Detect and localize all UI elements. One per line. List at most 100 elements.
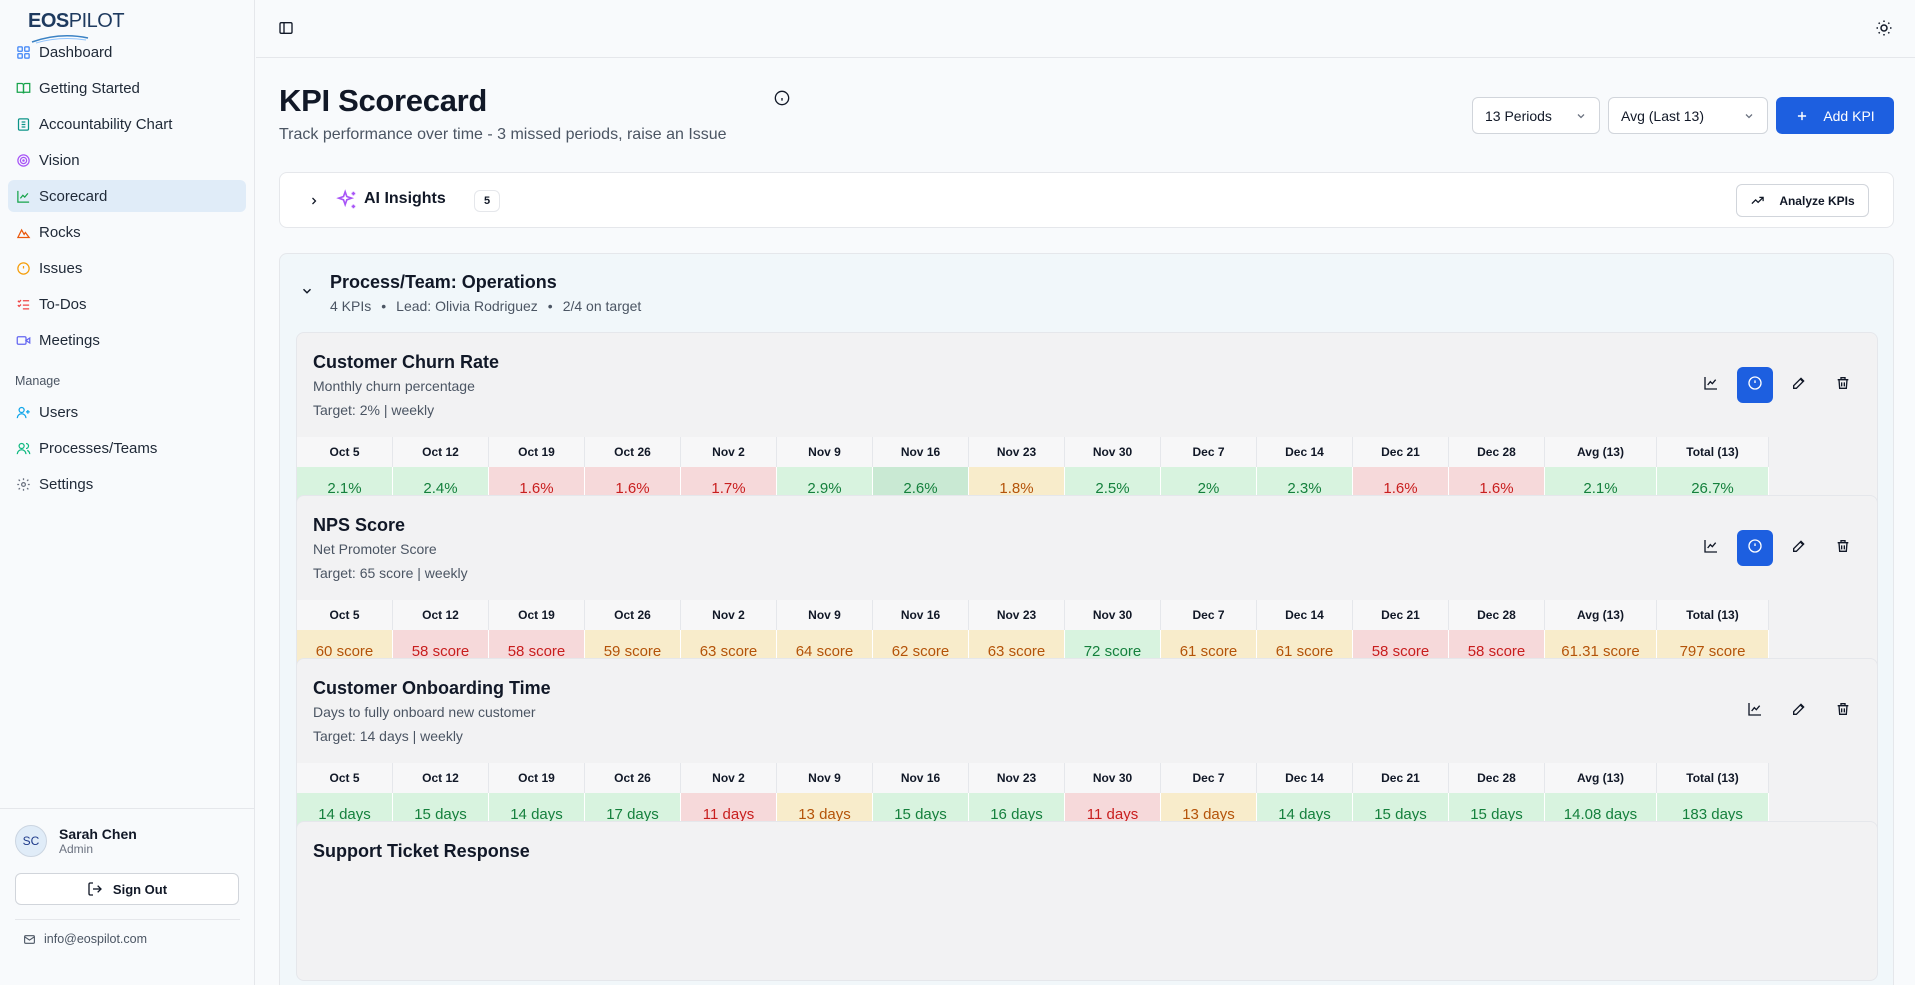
chart-button[interactable]: [1737, 693, 1773, 729]
sidebar-item-label: Dashboard: [39, 43, 113, 61]
sign-out-label: Sign Out: [112, 881, 168, 897]
kpi-name: NPS Score: [313, 515, 406, 535]
dashboard-icon: [15, 44, 31, 60]
sidebar-item-dashboard[interactable]: Dashboard: [8, 36, 246, 68]
period-header: Nov 2: [681, 437, 777, 467]
info-icon[interactable]: [774, 90, 790, 111]
sidebar-item-settings[interactable]: Settings: [8, 468, 246, 500]
raise-issue-button[interactable]: [1737, 367, 1773, 403]
chevron-down-icon[interactable]: [300, 284, 314, 303]
period-header: Nov 30: [1065, 763, 1161, 793]
org-chart-icon: [15, 116, 31, 132]
kpi-description: Days to fully onboard new customer: [313, 704, 536, 720]
kpi-target: Target: 14 days | weekly: [313, 728, 463, 744]
sidebar-item-label: To-Dos: [39, 295, 87, 313]
kpi-description: Net Promoter Score: [313, 541, 437, 557]
kpi-name: Support Ticket Response: [313, 841, 530, 861]
sign-out-icon: [88, 882, 102, 896]
chevron-right-icon[interactable]: [308, 194, 320, 212]
delete-button[interactable]: [1825, 530, 1861, 566]
avatar[interactable]: SC: [15, 825, 47, 857]
period-header: Nov 16: [873, 600, 969, 630]
chart-button[interactable]: [1693, 530, 1729, 566]
sidebar-item-label: Settings: [39, 475, 94, 493]
analyze-kpis-button[interactable]: Analyze KPIs: [1736, 184, 1869, 217]
kpi-description: Monthly churn percentage: [313, 378, 475, 394]
support-email[interactable]: info@eospilot.com: [15, 932, 240, 946]
period-header: Dec 14: [1257, 763, 1353, 793]
users-icon: [15, 440, 31, 456]
trending-up-icon: [1751, 196, 1765, 205]
sign-out-button[interactable]: Sign Out: [15, 873, 239, 905]
period-header: Dec 21: [1353, 763, 1449, 793]
kpi-card: NPS Score Net Promoter Score Target: 65 sc…: [296, 495, 1878, 677]
delete-button[interactable]: [1825, 367, 1861, 403]
checklist-icon: [15, 296, 31, 312]
team-meta: 4 KPIs • Lead: Olivia Rodriguez • 2/4 on tar…: [330, 298, 642, 314]
chevron-down-icon: [1745, 113, 1753, 118]
sidebar-nav: Dashboard Getting Started Accountability C…: [8, 36, 246, 504]
sidebar-item-scorecard[interactable]: Scorecard: [8, 180, 246, 212]
theme-toggle-icon[interactable]: [1875, 19, 1893, 42]
sidebar-item-label: Meetings: [39, 331, 100, 349]
sidebar-item-accountability-chart[interactable]: Accountability Chart: [8, 108, 246, 140]
alert-circle-icon: [15, 260, 31, 276]
chart-line-icon: [1703, 538, 1719, 559]
pencil-icon: [1791, 375, 1807, 396]
chart-line-icon: [15, 188, 31, 204]
user-plus-icon: [15, 404, 31, 420]
edit-button[interactable]: [1781, 367, 1817, 403]
sidebar-item-getting-started[interactable]: Getting Started: [8, 72, 246, 104]
sidebar-item-users[interactable]: Users: [8, 396, 246, 428]
sidebar-item-to-dos[interactable]: To-Dos: [8, 288, 246, 320]
delete-button[interactable]: [1825, 693, 1861, 729]
average-select[interactable]: Avg (Last 13): [1608, 97, 1768, 134]
period-header: Oct 5: [297, 437, 393, 467]
add-kpi-button[interactable]: Add KPI: [1776, 97, 1894, 134]
period-header: Total (13): [1657, 600, 1769, 630]
alert-circle-icon: [1747, 538, 1763, 559]
edit-button[interactable]: [1781, 693, 1817, 729]
video-icon: [15, 332, 31, 348]
period-header: Nov 2: [681, 600, 777, 630]
period-header: Nov 23: [969, 763, 1065, 793]
period-header: Nov 23: [969, 437, 1065, 467]
sidebar-item-issues[interactable]: Issues: [8, 252, 246, 284]
period-value[interactable]: 59 score: [585, 630, 681, 672]
period-header: Oct 19: [489, 600, 585, 630]
team-title: Process/Team: Operations: [330, 272, 557, 292]
period-header: Nov 30: [1065, 437, 1161, 467]
kpi-card: Customer Churn Rate Monthly churn percent…: [296, 332, 1878, 514]
user-role: Admin: [59, 842, 94, 856]
pencil-icon: [1791, 538, 1807, 559]
ai-insights-title: AI Insights: [364, 190, 446, 207]
sidebar-item-meetings[interactable]: Meetings: [8, 324, 246, 356]
sidebar-item-label: Scorecard: [39, 187, 108, 205]
main-content: KPI Scorecard Track performance over tim…: [256, 59, 1915, 985]
period-header: Dec 28: [1449, 600, 1545, 630]
period-header: Oct 19: [489, 763, 585, 793]
edit-button[interactable]: [1781, 530, 1817, 566]
sidebar-item-processes-teams[interactable]: Processes/Teams: [8, 432, 246, 464]
chart-button[interactable]: [1693, 367, 1729, 403]
sidebar-item-label: Processes/Teams: [39, 439, 158, 457]
team-section-operations: Process/Team: Operations 4 KPIs • Lead: Ol…: [279, 253, 1894, 985]
chart-line-icon: [1703, 375, 1719, 396]
eospilot-logo[interactable]: EOSPILOT: [28, 10, 128, 46]
sidebar-item-vision[interactable]: Vision: [8, 144, 246, 176]
periods-select[interactable]: 13 Periods: [1472, 97, 1600, 134]
page-subtitle: Track performance over time - 3 missed p…: [279, 126, 727, 143]
period-header: Dec 21: [1353, 437, 1449, 467]
ai-insights-panel[interactable]: AI Insights 5 Analyze KPIs: [279, 172, 1894, 228]
period-header: Total (13): [1657, 763, 1769, 793]
user-name: Sarah Chen: [59, 826, 137, 842]
trash-icon: [1835, 701, 1851, 722]
period-header: Dec 7: [1161, 437, 1257, 467]
raise-issue-button[interactable]: [1737, 530, 1773, 566]
chart-line-icon: [1747, 701, 1763, 722]
sidebar-item-rocks[interactable]: Rocks: [8, 216, 246, 248]
period-header: Oct 5: [297, 600, 393, 630]
plus-icon: [1798, 111, 1807, 120]
period-header: Dec 7: [1161, 600, 1257, 630]
sidebar-toggle-icon[interactable]: [278, 20, 294, 41]
